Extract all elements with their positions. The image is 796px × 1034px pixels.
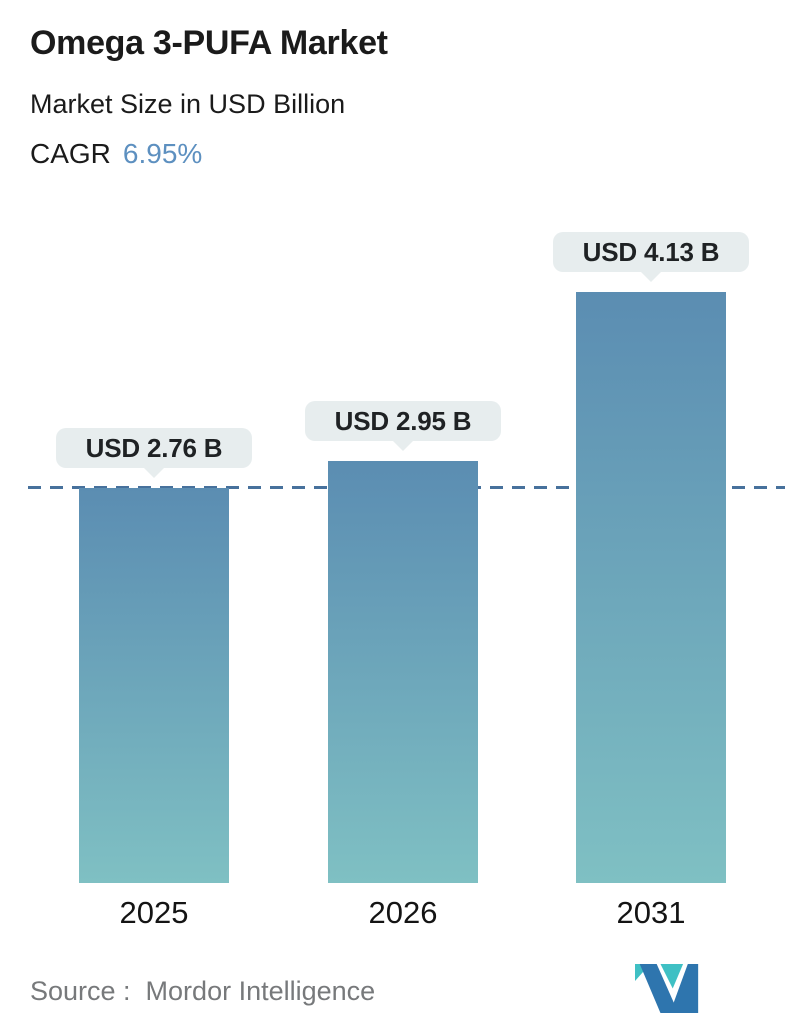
mordor-intelligence-logo	[635, 963, 699, 1014]
pill-pointer	[640, 271, 662, 282]
pill-pointer	[392, 440, 414, 451]
source-text: Source : Mordor Intelligence	[30, 976, 376, 1006]
chart-title: Omega 3-PUFA Market	[30, 24, 388, 62]
chart-header: Omega 3-PUFA Market Market Size in USD B…	[30, 24, 388, 170]
bar-2031	[576, 292, 726, 883]
cagr-line: CAGR 6.95%	[30, 138, 388, 170]
cagr-value: 6.95%	[122, 138, 203, 169]
x-axis-label-2031: 2031	[616, 895, 686, 930]
chart-subtitle: Market Size in USD Billion	[30, 89, 346, 119]
value-label-text: USD 4.13 B	[582, 236, 720, 267]
x-axis-label-2025: 2025	[119, 895, 189, 930]
value-label-text: USD 2.95 B	[334, 405, 472, 436]
value-label-pill: USD 4.13 B	[553, 232, 749, 282]
bar-2026	[328, 461, 478, 883]
value-label-text: USD 2.76 B	[85, 432, 223, 463]
bar-2025	[79, 488, 229, 883]
x-axis-label-2026: 2026	[368, 895, 438, 930]
pill-pointer	[143, 467, 165, 478]
value-label-pill: USD 2.95 B	[305, 401, 501, 451]
cagr-label: CAGR	[30, 138, 111, 169]
value-label-pill: USD 2.76 B	[56, 428, 252, 478]
